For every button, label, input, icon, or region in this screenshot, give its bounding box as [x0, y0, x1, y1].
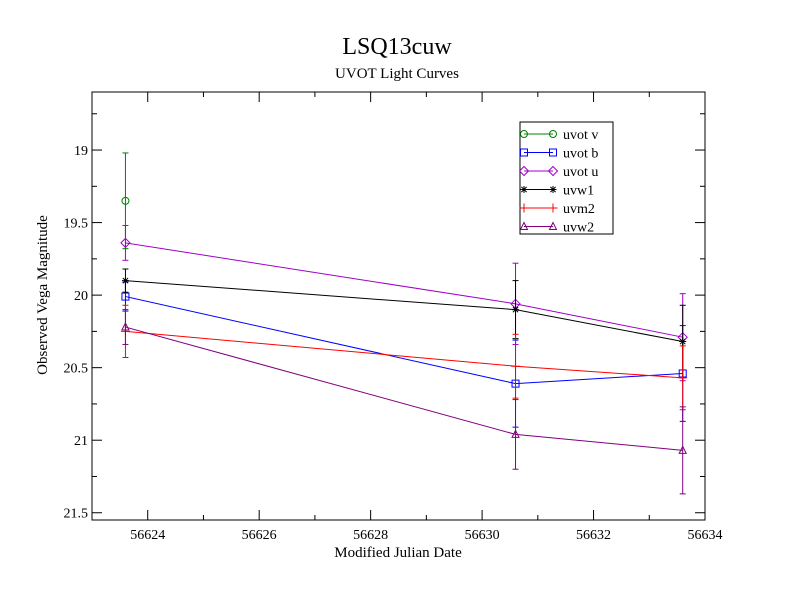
legend-entry: uvm2: [519, 202, 595, 217]
y-tick-label: 21.5: [64, 507, 89, 522]
legend-marker: [549, 130, 557, 138]
series-uvw1: [121, 268, 687, 379]
legend-box: [519, 121, 614, 235]
legend: uvot v uvot b uvot u uvw1 uvm2 uvw2: [518, 121, 614, 236]
y-axis: 19 19.5 20 20.5 21 21.5: [64, 113, 705, 522]
legend-marker: [520, 186, 528, 193]
x-tick-label: 56630: [465, 528, 500, 543]
series-layer: [120, 152, 688, 495]
y-tick-label: 19: [74, 144, 88, 159]
x-axis-label: Modified Julian Date: [334, 545, 462, 561]
data-point: [121, 196, 130, 205]
series-uvw2: [121, 309, 688, 495]
legend-label: uvw2: [563, 221, 594, 236]
y-tick-label: 19.5: [64, 217, 89, 232]
data-point: [121, 292, 130, 301]
legend-marker: [520, 130, 528, 138]
legend-marker: [547, 165, 559, 177]
chart-subtitle: UVOT Light Curves: [335, 66, 459, 82]
y-tick-label: 20: [74, 289, 88, 304]
plot-frame: [91, 91, 706, 521]
legend-label: uvw1: [563, 184, 594, 199]
legend-marker: [549, 186, 557, 193]
legend-entry: uvot u: [518, 165, 598, 180]
x-tick-label: 56626: [242, 528, 277, 543]
chart-title: LSQ13cuw: [342, 34, 452, 60]
legend-marker: [519, 221, 529, 230]
legend-label: uvot u: [563, 165, 598, 180]
data-point: [121, 277, 129, 285]
data-point: [121, 321, 130, 331]
x-axis: 56624 56626 56628 56630 56632 56634: [91, 92, 723, 543]
x-tick-label: 56624: [130, 528, 165, 543]
data-point: [511, 429, 520, 438]
legend-marker: [520, 148, 528, 157]
legend-label: uvot v: [563, 128, 598, 143]
y-tick-label: 21: [74, 434, 88, 449]
legend-entry: uvw2: [519, 221, 594, 236]
legend-marker: [549, 148, 557, 157]
data-point: [679, 338, 687, 346]
legend-entry: uvot v: [520, 128, 598, 143]
legend-marker: [518, 165, 530, 177]
legend-marker: [548, 221, 558, 230]
x-tick-label: 56634: [688, 528, 723, 543]
x-tick-label: 56632: [576, 528, 611, 543]
data-point: [512, 306, 520, 314]
series-uvm2: [120, 304, 688, 411]
legend-label: uvm2: [563, 202, 595, 217]
data-point: [511, 361, 521, 371]
legend-marker: [519, 203, 529, 213]
legend-entry: uvw1: [520, 184, 594, 199]
x-tick-label: 56628: [353, 528, 388, 543]
data-point: [120, 237, 131, 249]
legend-label: uvot b: [563, 147, 598, 162]
legend-marker: [548, 203, 558, 213]
series-line: [125, 326, 683, 451]
data-point: [678, 445, 688, 454]
data-point: [678, 373, 688, 383]
y-axis-label: Observed Vega Magnitude: [35, 215, 51, 375]
y-tick-label: 20.5: [64, 362, 89, 377]
legend-entry: uvot b: [520, 147, 598, 162]
